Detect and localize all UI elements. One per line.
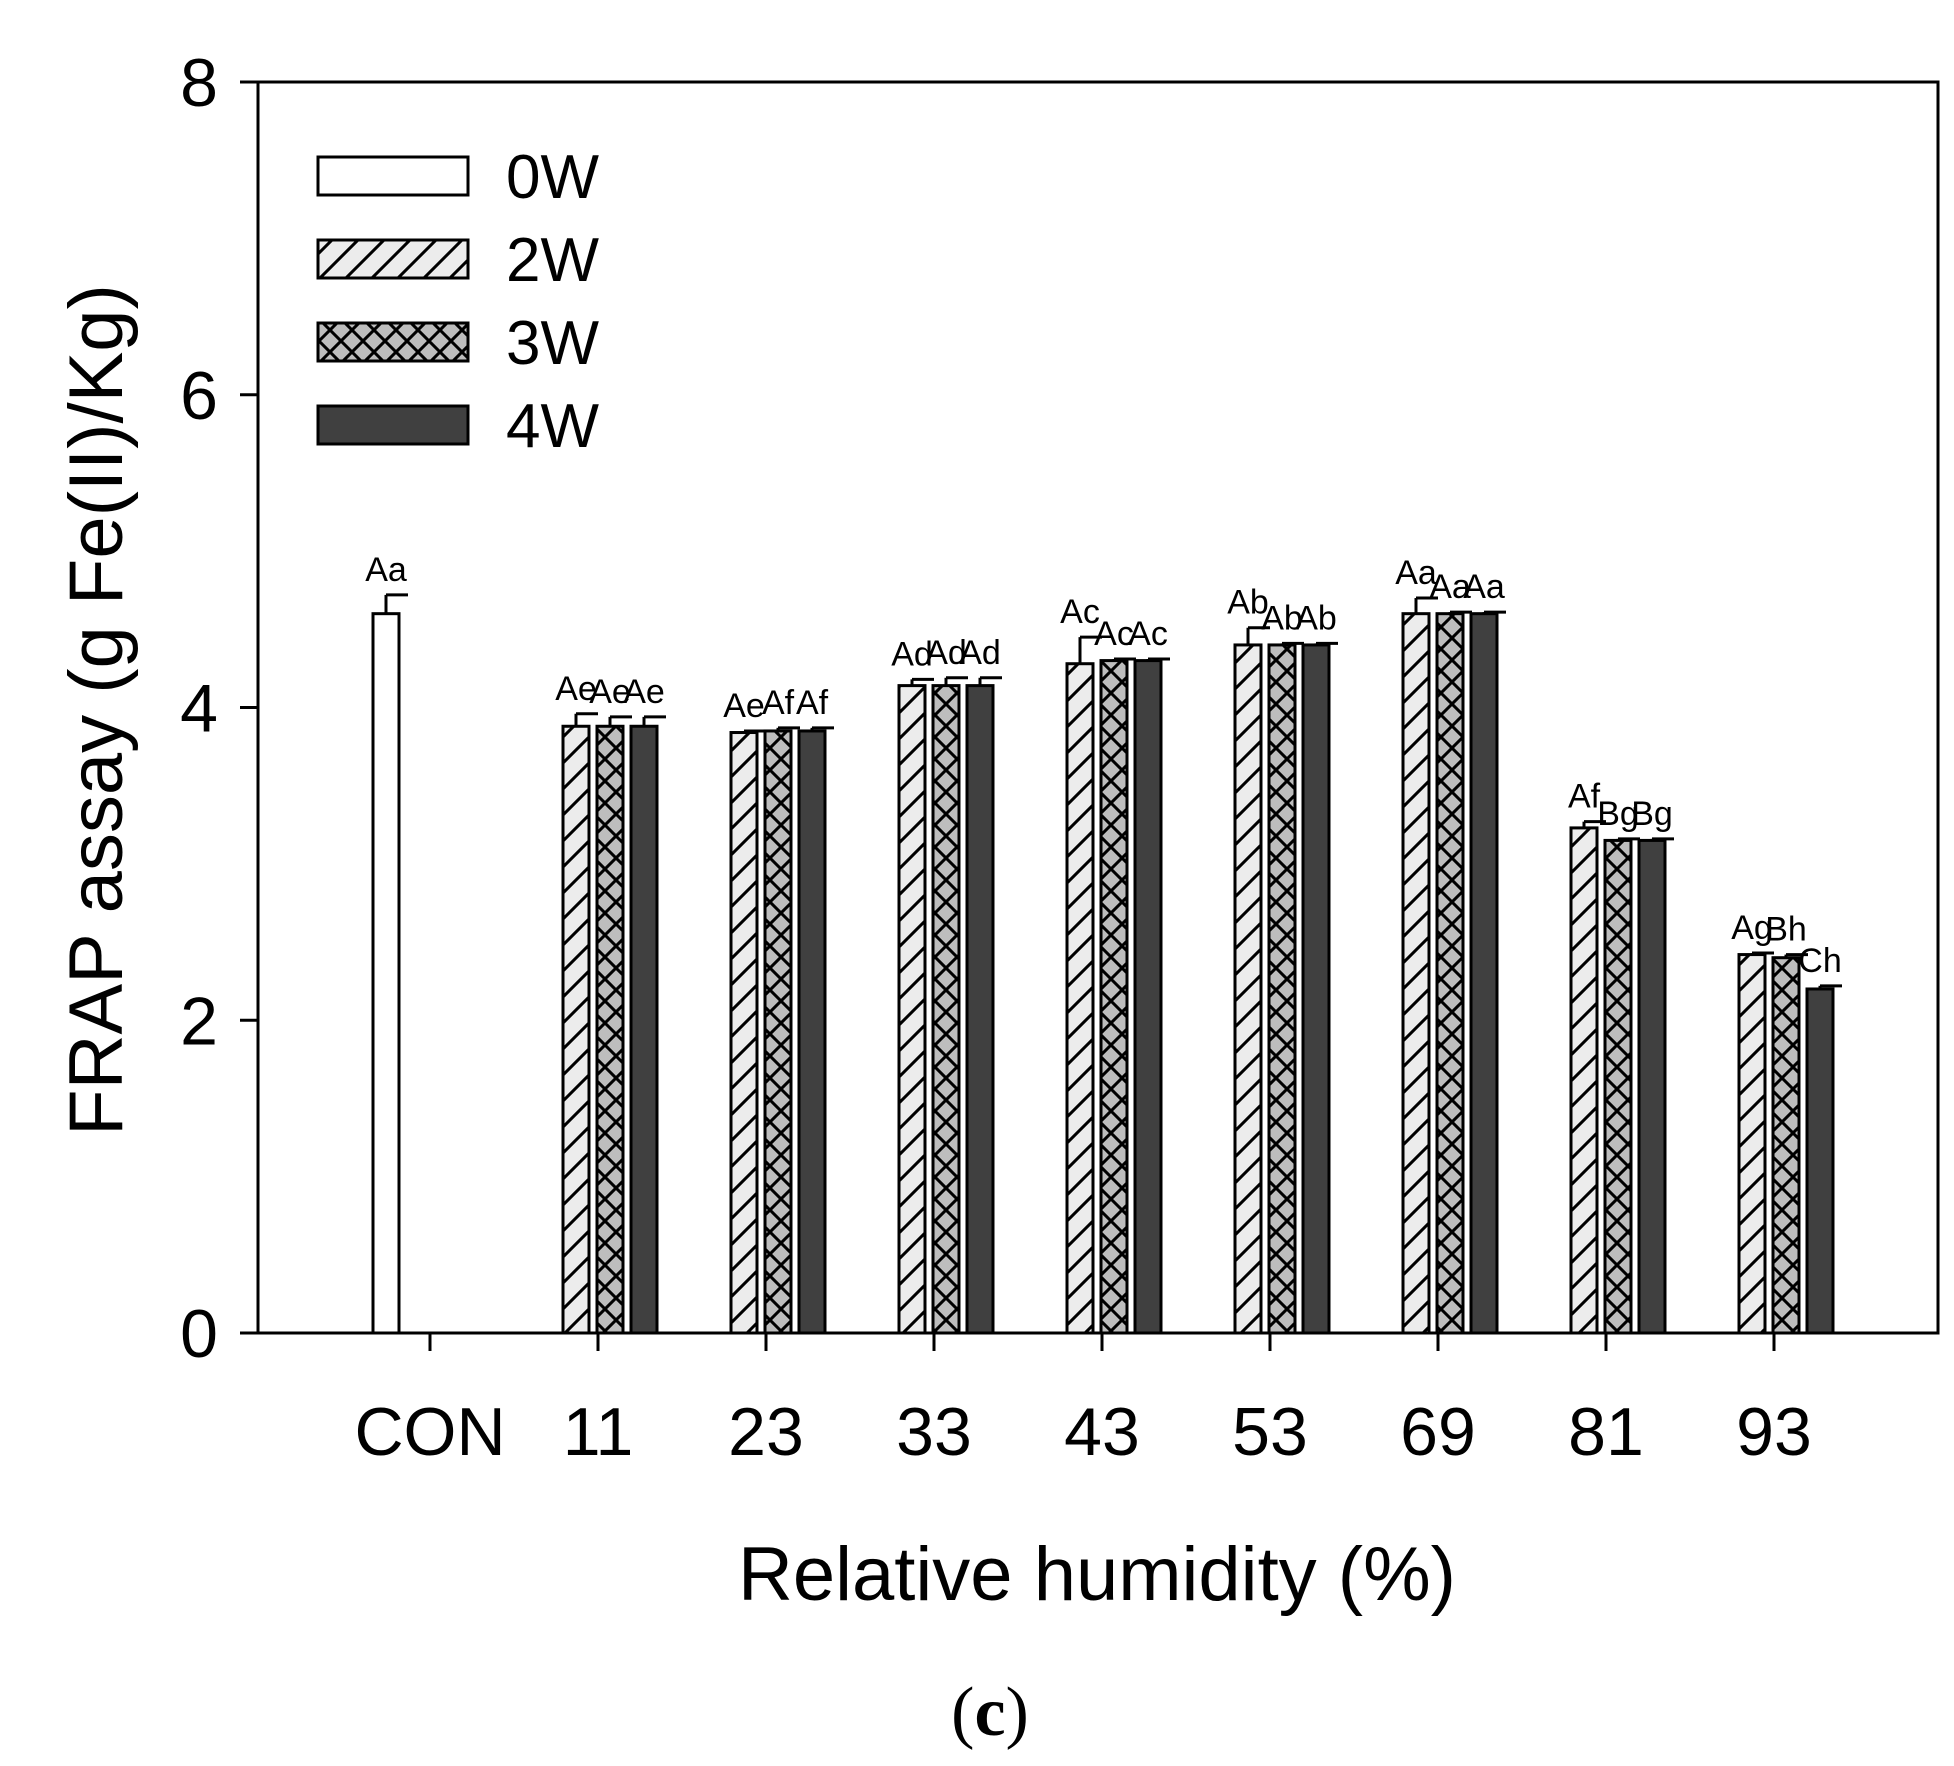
bar-3W-69 — [1435, 612, 1465, 1335]
bar-2W-33 — [897, 684, 927, 1335]
legend-swatch-0W — [316, 155, 470, 197]
bar-4W-69 — [1469, 612, 1499, 1335]
x-tick-label: CON — [354, 1394, 505, 1470]
x-tick-label: 33 — [896, 1394, 972, 1470]
x-tick-label: 53 — [1232, 1394, 1308, 1470]
bar-4W-43 — [1133, 659, 1163, 1335]
bar-4W-11 — [629, 724, 659, 1335]
bar-label: Ad — [925, 634, 967, 672]
bar-label: Ab — [1295, 599, 1337, 637]
x-tick-label: 69 — [1400, 1394, 1476, 1470]
bar-label: Ab — [1261, 599, 1303, 637]
bar-4W-53 — [1301, 643, 1331, 1335]
x-tick-label: 43 — [1064, 1394, 1140, 1470]
bar-label: Ae — [623, 673, 665, 711]
bar-2W-81 — [1569, 826, 1599, 1335]
bar-3W-33 — [931, 684, 961, 1335]
x-tick-label: 93 — [1736, 1394, 1812, 1470]
panel-label-letter: c — [974, 1674, 1005, 1751]
panel-label-open: ( — [951, 1674, 974, 1751]
legend-label-3W: 3W — [506, 309, 599, 378]
bar-label: Bh — [1765, 911, 1807, 949]
bar-2W-11 — [561, 724, 591, 1335]
bar-label: Ac — [1060, 593, 1100, 631]
y-tick-label: 0 — [180, 1296, 218, 1372]
y-tick-label: 4 — [180, 671, 218, 747]
bar-4W-81 — [1637, 838, 1667, 1335]
legend-swatch-2W — [316, 238, 470, 280]
bar-0W-CON — [371, 612, 401, 1335]
bar-label: Aa — [365, 551, 407, 589]
bar-4W-23 — [797, 729, 827, 1335]
x-tick-label: 23 — [728, 1394, 804, 1470]
bar-label: Ae — [723, 687, 765, 725]
panel-label: (c) — [951, 1674, 1029, 1751]
bar-label: Ae — [589, 673, 631, 711]
bar-3W-93 — [1771, 956, 1801, 1335]
bar-label: Ad — [959, 634, 1001, 672]
legend-swatch-4W — [316, 404, 470, 446]
legend-swatch-3W — [316, 321, 470, 363]
bar-label: Aa — [1395, 554, 1437, 592]
bar-3W-53 — [1267, 643, 1297, 1335]
bar-3W-43 — [1099, 659, 1129, 1335]
bar-label: Ac — [1094, 615, 1134, 653]
legend-label-4W: 4W — [506, 392, 599, 461]
bar-label: Af — [796, 684, 829, 722]
y-tick-label: 6 — [180, 358, 218, 434]
bar-4W-93 — [1805, 987, 1835, 1335]
legend: 0W 2W 3W 4W — [316, 143, 599, 461]
bar-2W-43 — [1065, 662, 1095, 1335]
bar-label: Aa — [1429, 568, 1471, 606]
y-tick-label: 8 — [180, 45, 218, 121]
legend-label-2W: 2W — [506, 226, 599, 295]
panel-label-close: ) — [1006, 1674, 1029, 1751]
y-tick-label: 2 — [180, 983, 218, 1059]
x-axis: CON 11 23 33 43 53 69 81 93 — [354, 1333, 1812, 1470]
bar-3W-23 — [763, 729, 793, 1335]
legend-label-0W: 0W — [506, 143, 599, 212]
bar-label: Af — [1568, 778, 1601, 816]
bar-label: Ch — [1798, 942, 1841, 980]
x-tick-label: 11 — [563, 1394, 634, 1470]
bar-label: Bg — [1597, 795, 1639, 833]
bar-label: Ad — [891, 635, 933, 673]
bar-label: Ae — [555, 670, 597, 708]
bar-label: Af — [762, 684, 795, 722]
bar-label: Ag — [1731, 909, 1773, 947]
bar-2W-53 — [1233, 643, 1263, 1335]
y-axis-title: FRAP assay (g Fe(II)/Kg) — [54, 284, 139, 1136]
bar-3W-11 — [595, 724, 625, 1335]
y-axis: 0 2 4 6 8 — [180, 45, 258, 1372]
bar-label: Ac — [1128, 615, 1168, 653]
bar-label: Ab — [1227, 584, 1269, 622]
bar-4W-33 — [965, 684, 995, 1335]
bar-2W-23 — [729, 731, 759, 1335]
bar-label: Aa — [1463, 568, 1505, 606]
bar-label: Bg — [1631, 795, 1673, 833]
bar-2W-69 — [1401, 612, 1431, 1335]
bar-2W-93 — [1737, 953, 1767, 1335]
bar-3W-81 — [1603, 838, 1633, 1335]
x-tick-label: 81 — [1568, 1394, 1644, 1470]
x-axis-title: Relative humidity (%) — [738, 1532, 1456, 1617]
